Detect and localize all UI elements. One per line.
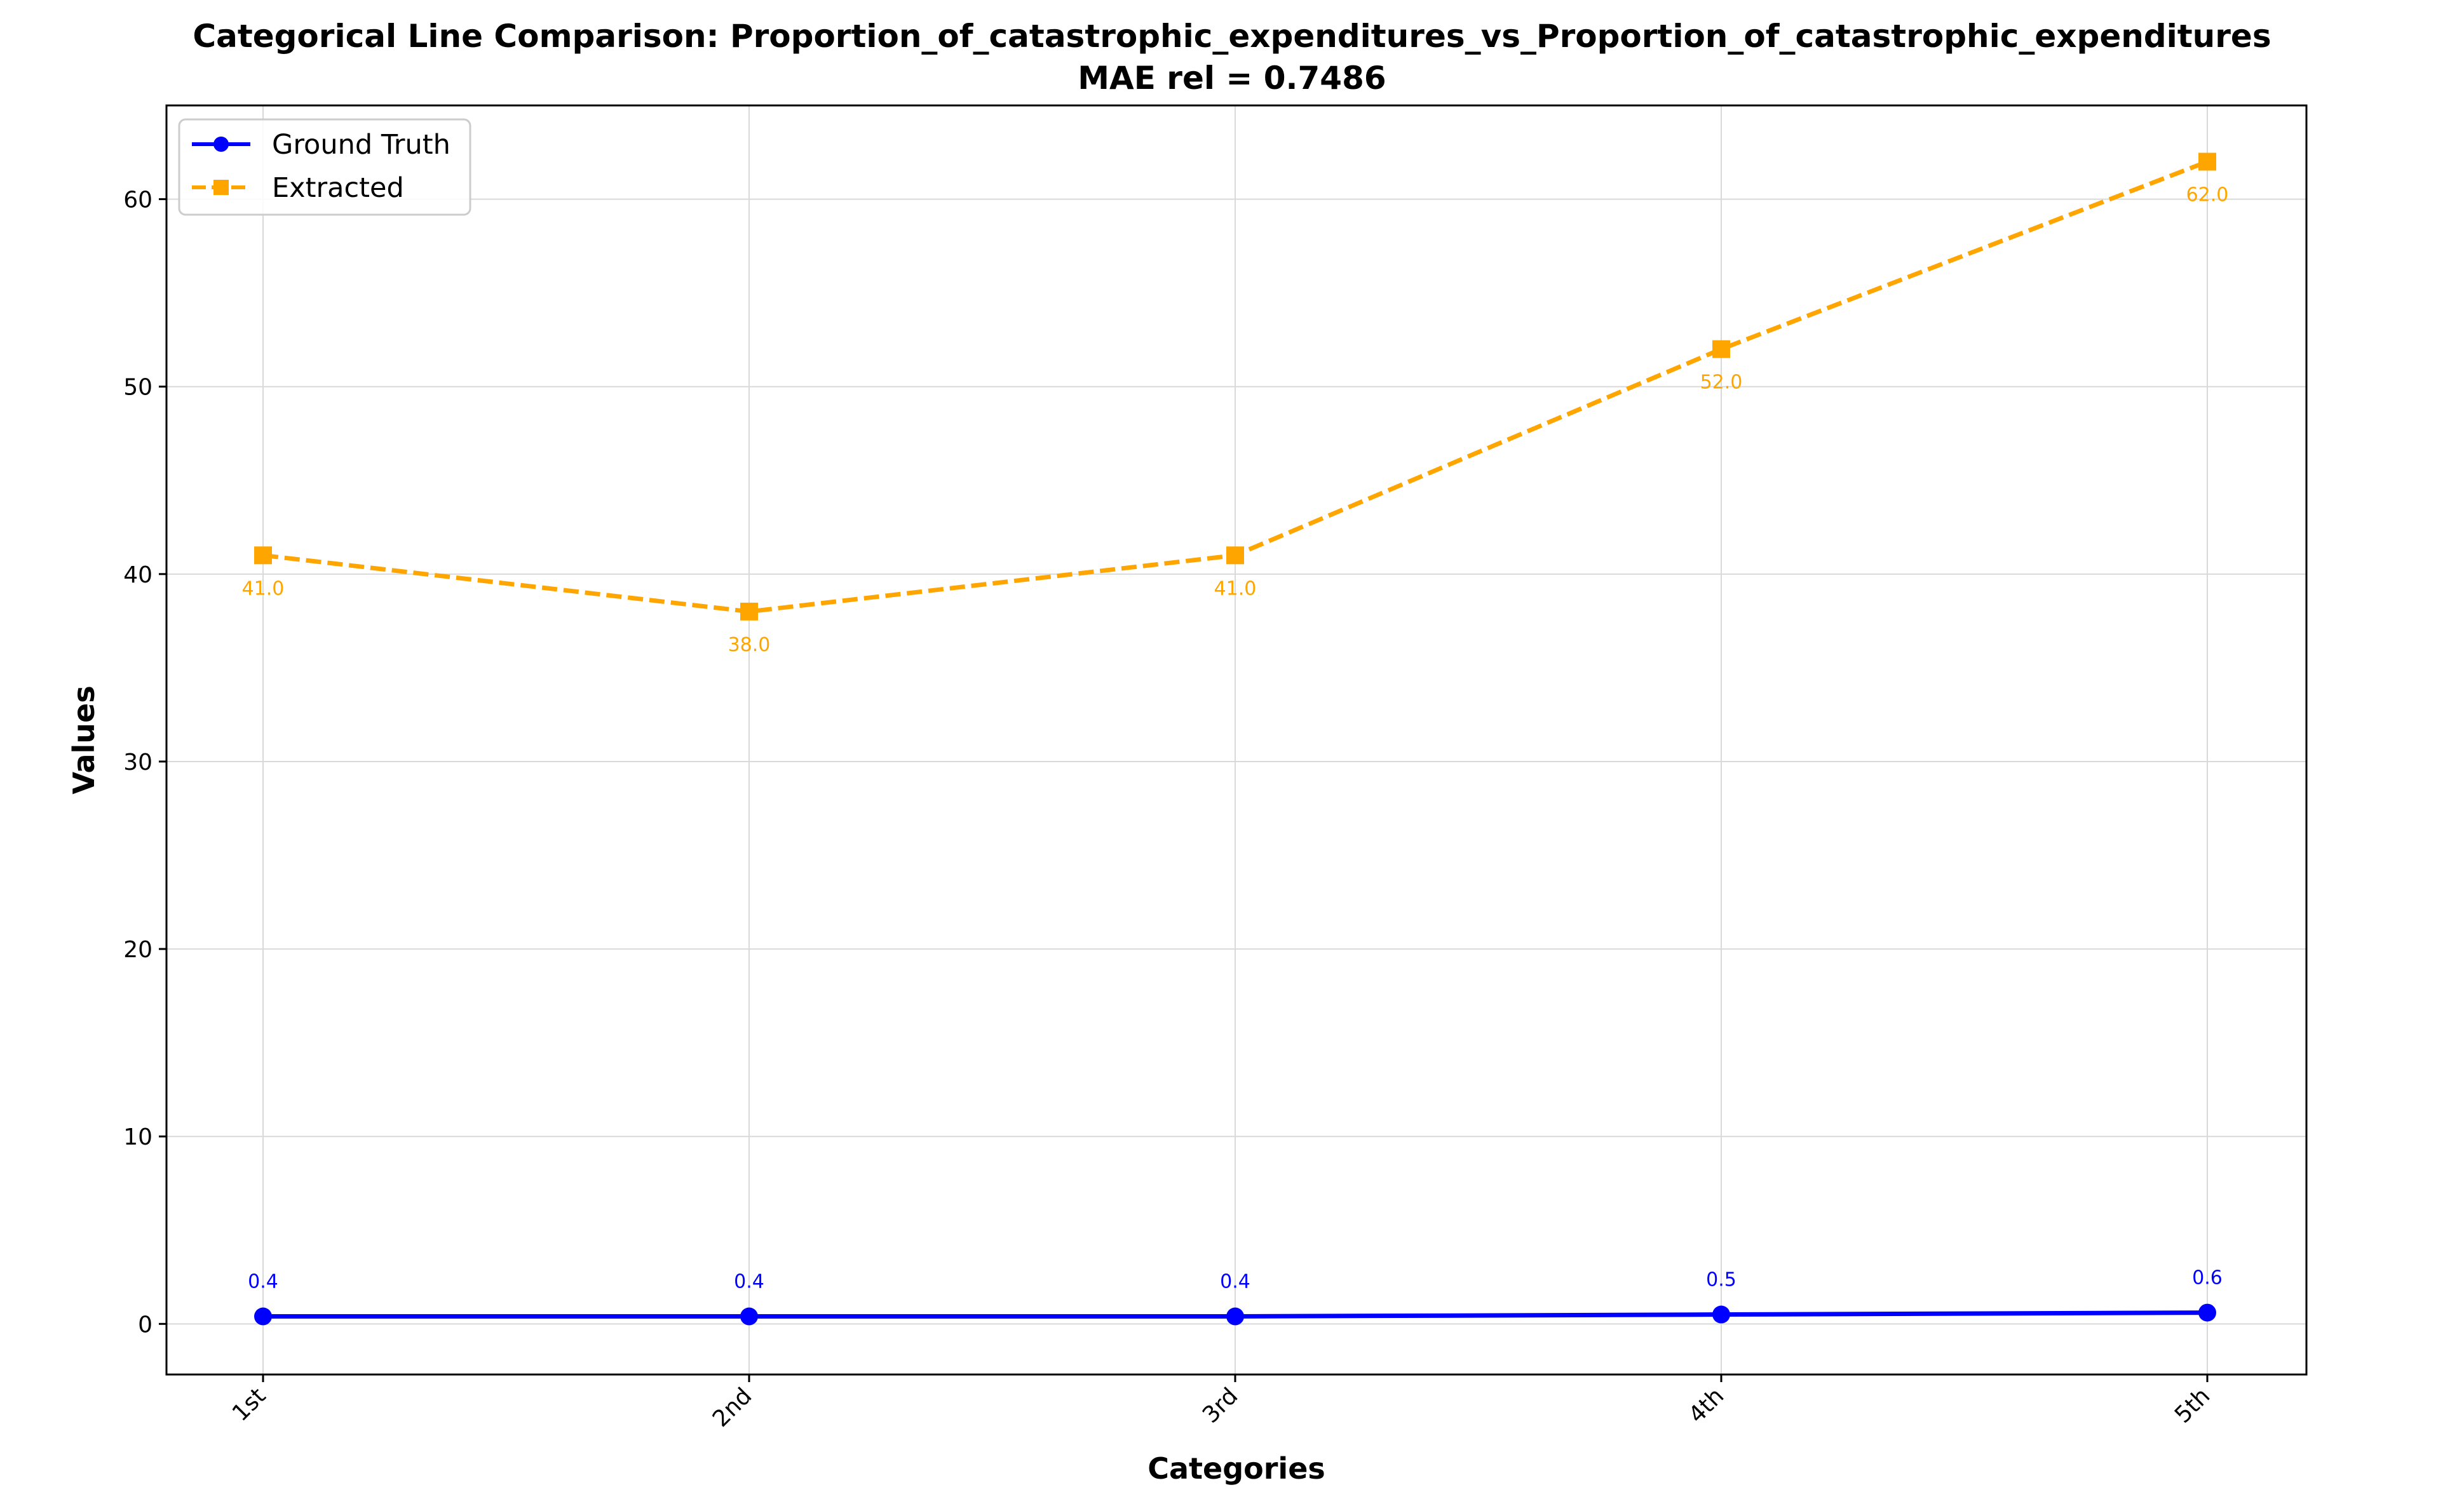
- x-axis-title: Categories: [1147, 1451, 1325, 1486]
- ground-truth-data-label: 0.6: [2192, 1267, 2223, 1289]
- legend-ground-truth-marker: [213, 137, 229, 152]
- y-tick-label: 0: [138, 1312, 152, 1338]
- y-tick-label: 20: [123, 937, 152, 963]
- data-labels: 0.4 0.4 0.4 0.5 0.6 41.0 38.0 41.0 52.0 62.0: [242, 184, 2229, 1293]
- legend: Ground Truth Extracted: [178, 118, 471, 216]
- ground-truth-point: [1226, 1307, 1244, 1326]
- chart-title: Categorical Line Comparison: Proportion_…: [193, 18, 2271, 55]
- y-axis: 0 10 20 30 40 50 60: [123, 187, 166, 1338]
- extracted-data-label: 52.0: [1700, 372, 1743, 394]
- ground-truth-data-label: 0.4: [734, 1271, 764, 1293]
- legend-extracted-marker: [213, 180, 229, 195]
- extracted-point: [1226, 546, 1244, 565]
- y-tick-label: 10: [123, 1124, 152, 1150]
- legend-extracted-label: Extracted: [272, 172, 404, 204]
- extracted-point: [2198, 152, 2216, 171]
- extracted-point: [740, 602, 758, 621]
- ground-truth-point: [1712, 1305, 1730, 1324]
- chart-subtitle: MAE rel = 0.7486: [1078, 60, 1386, 97]
- y-tick-label: 60: [123, 187, 152, 213]
- y-tick-label: 50: [123, 375, 152, 401]
- extracted-data-label: 41.0: [1214, 577, 1257, 600]
- y-tick-label: 30: [123, 749, 152, 776]
- extracted-data-label: 41.0: [242, 577, 285, 600]
- ground-truth-data-label: 0.4: [248, 1271, 278, 1293]
- ground-truth-point: [740, 1307, 758, 1326]
- ground-truth-data-label: 0.4: [1220, 1271, 1250, 1293]
- legend-ground-truth-label: Ground Truth: [272, 129, 450, 161]
- plot-frame: [165, 104, 2308, 1376]
- y-axis-title: Values: [67, 685, 101, 794]
- y-tick-label: 40: [123, 562, 152, 588]
- grid-lines: [166, 105, 2306, 1375]
- plot-series: [254, 152, 2216, 1326]
- extracted-point: [254, 546, 272, 565]
- legend-box: [178, 118, 471, 216]
- ground-truth-point: [2198, 1303, 2216, 1322]
- extracted-data-label: 38.0: [728, 634, 771, 656]
- ground-truth-data-label: 0.5: [1706, 1269, 1736, 1291]
- extracted-point: [1712, 340, 1730, 358]
- extracted-data-label: 62.0: [2186, 184, 2229, 206]
- ground-truth-point: [254, 1307, 272, 1326]
